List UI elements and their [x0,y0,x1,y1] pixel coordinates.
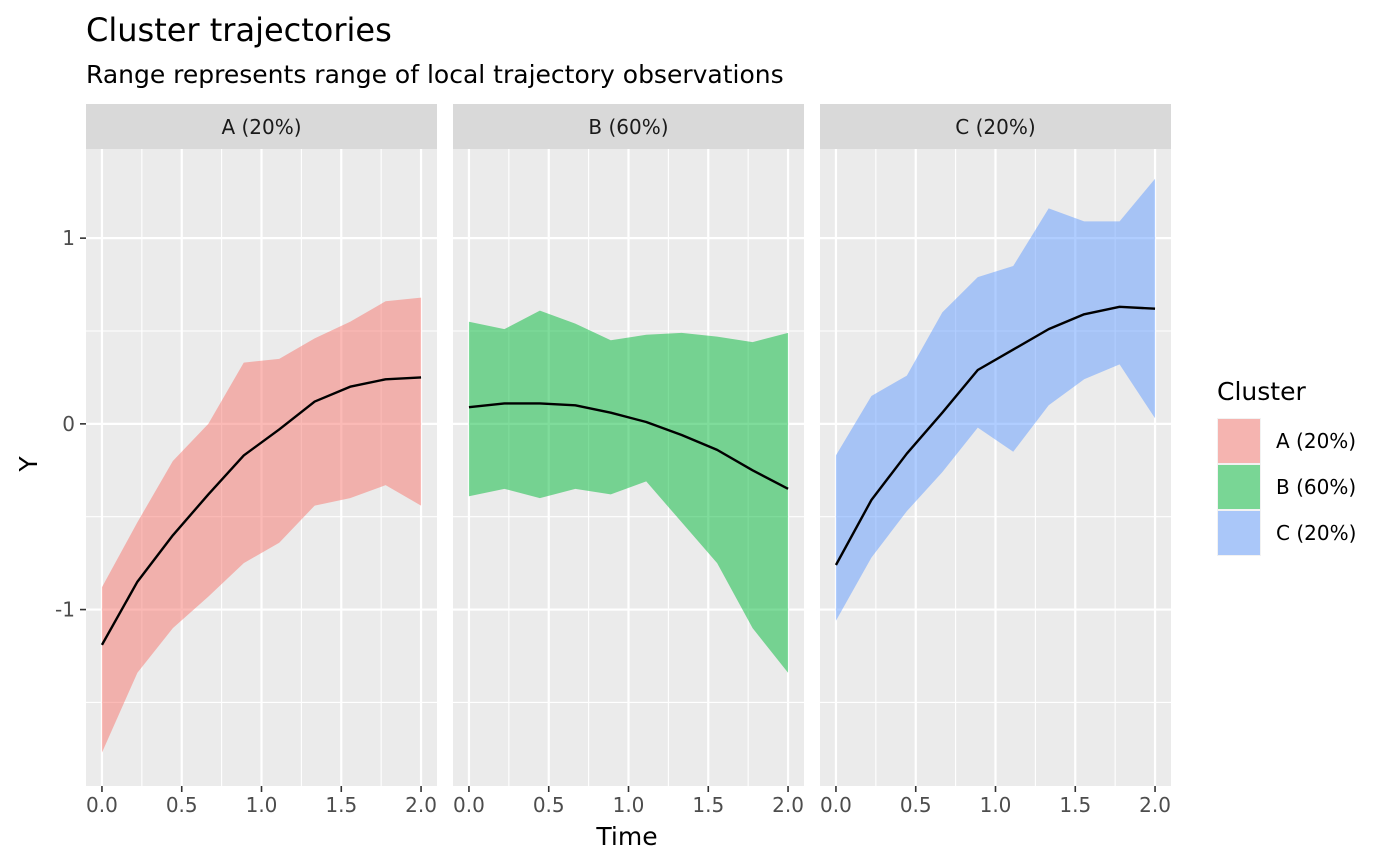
y-tick-label: 1 [62,226,75,250]
legend-label: A (20%) [1276,429,1356,453]
y-tick-label: -1 [55,598,75,622]
legend-entry: B (60%) [1217,464,1356,510]
x-axis-title: Time [595,822,657,851]
legend-key-swatch [1218,419,1260,463]
x-tick-label: 0.5 [900,793,932,817]
range-ribbon [468,310,789,673]
chart-subtitle: Range represents range of local trajecto… [86,60,784,89]
y-tick-label: 0 [62,412,75,436]
x-tick-label: 0.5 [533,793,565,817]
x-tick-label: 2.0 [1139,793,1171,817]
mean-trajectory-line [834,305,1156,566]
facet-panel-3: C (20%) 0.0 0.5 1.0 1.5 2.0 [820,104,1171,817]
legend-entry: C (20%) [1217,510,1356,556]
facet-panels: A (20%) 0.0 0.5 1.0 1.5 2.0 -1 0 1 B (60%) 0.0 0.5 1… [55,104,1171,817]
y-axis-title: Y [14,456,43,473]
facet-strip-label: C (20%) [955,115,1035,139]
legend-key-swatch [1218,465,1260,509]
x-tick-label: 1.0 [246,793,278,817]
legend-title: Cluster [1217,377,1306,406]
x-tick-label: 1.5 [692,793,724,817]
facet-strip-label: B (60%) [588,115,668,139]
x-tick-label: 1.0 [980,793,1012,817]
range-ribbon [101,297,422,753]
x-tick-label: 0.0 [453,793,485,817]
x-tick-label: 1.5 [325,793,357,817]
legend-key-swatch [1218,511,1260,555]
facet-strip [820,104,1171,149]
legend-label: C (20%) [1276,521,1356,545]
facet-strip [453,104,804,149]
range-ribbon [835,178,1156,621]
facet-strip-label: A (20%) [221,115,301,139]
mean-trajectory-line [468,402,789,490]
x-tick-label: 2.0 [405,793,437,817]
x-tick-label: 2.0 [772,793,804,817]
x-tick-label: 0.0 [820,793,852,817]
x-tick-label: 0.0 [86,793,118,817]
legend-entry: A (20%) [1217,418,1356,464]
facet-panel-2: B (60%) 0.0 0.5 1.0 1.5 2.0 [453,104,804,817]
legend: Cluster A (20%) B (60%) C (20%) [1217,377,1356,556]
chart-title: Cluster trajectories [86,11,392,49]
facet-panel-1: A (20%) 0.0 0.5 1.0 1.5 2.0 -1 0 1 [55,104,437,817]
legend-label: B (60%) [1276,475,1356,499]
x-tick-label: 1.0 [613,793,645,817]
mean-trajectory-line [100,376,422,646]
facet-strip [86,104,437,149]
x-tick-label: 0.5 [166,793,198,817]
x-tick-label: 1.5 [1059,793,1091,817]
